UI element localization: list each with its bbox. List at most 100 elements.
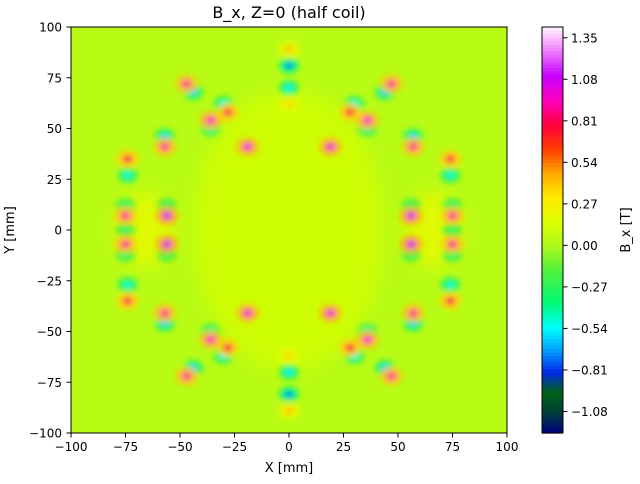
colorbar-segment xyxy=(542,219,563,224)
colorbar-segment xyxy=(542,50,563,55)
x-tick-label: −75 xyxy=(113,440,138,454)
colorbar-tick-label: 0.00 xyxy=(571,239,598,253)
colorbar-segment xyxy=(542,334,563,339)
cold-spot xyxy=(284,84,294,92)
colorbar-segment xyxy=(542,287,563,292)
colorbar: −1.08 −0.81 −0.54 −0.27 0.00 0.27 0.54 0.81 1.08… xyxy=(541,26,608,434)
colorbar-segment xyxy=(542,37,563,42)
cold-spot xyxy=(121,226,130,234)
hotspot xyxy=(325,309,336,318)
hotspot xyxy=(406,240,417,249)
hotspot xyxy=(242,309,253,318)
y-tick-label: −25 xyxy=(37,274,62,288)
colorbar-segment xyxy=(542,301,563,306)
colorbar-segment xyxy=(542,189,563,194)
colorbar-segment xyxy=(542,290,563,295)
colorbar-segment xyxy=(542,338,563,343)
colorbar-segment xyxy=(542,243,563,248)
colorbar-segment xyxy=(542,405,563,410)
colorbar-segment xyxy=(542,368,563,373)
colorbar-segment xyxy=(542,395,563,400)
colorbar-segment xyxy=(542,412,563,417)
colorbar-segment xyxy=(542,209,563,214)
colorbar-segment xyxy=(542,355,563,360)
y-axis: −100 −75 −50 −25 0 25 50 75 100 xyxy=(29,21,71,441)
colorbar-segment xyxy=(542,250,563,255)
colorbar-segment xyxy=(542,365,563,370)
hotspot xyxy=(122,154,133,163)
colorbar-segment xyxy=(542,230,563,234)
colorbar-segment xyxy=(542,206,563,211)
colorbar-segment xyxy=(542,267,563,272)
colorbar-segment xyxy=(542,182,563,187)
colorbar-tick-label: 0.54 xyxy=(571,156,598,170)
cold-spot xyxy=(445,281,455,289)
hotspot xyxy=(386,372,397,381)
colorbar-segment xyxy=(542,422,563,427)
cold-spot xyxy=(284,368,294,376)
hotspot xyxy=(181,79,192,88)
colorbar-segment xyxy=(542,375,563,380)
colorbar-segment xyxy=(542,311,563,316)
hotspot xyxy=(408,142,419,151)
hotspot xyxy=(445,297,456,306)
field-spots xyxy=(114,40,464,420)
hotspot xyxy=(205,335,216,344)
hotspot xyxy=(284,100,294,109)
hotspot xyxy=(122,297,133,306)
y-tick-label: −50 xyxy=(37,325,62,339)
colorbar-segment xyxy=(542,158,563,163)
hotspot xyxy=(159,309,170,318)
x-axis: −100 −75 −50 −25 0 25 50 75 100 xyxy=(55,433,519,454)
colorbar-segment xyxy=(542,202,563,207)
y-tick-label: 50 xyxy=(47,122,62,136)
colorbar-segment xyxy=(542,378,563,383)
hotspot xyxy=(325,142,336,151)
colorbar-segment xyxy=(542,30,563,35)
colorbar-segment xyxy=(542,135,563,140)
colorbar-segment xyxy=(542,186,563,190)
colorbar-tick-label: 1.08 xyxy=(571,73,598,87)
colorbar-segment xyxy=(542,351,563,356)
colorbar-segment xyxy=(542,172,563,177)
colorbar-segment xyxy=(542,297,563,302)
x-axis-label: X [mm] xyxy=(265,461,314,476)
colorbar-segment xyxy=(542,169,563,174)
colorbar-tick-label: 0.81 xyxy=(571,114,598,128)
colorbar-segment xyxy=(542,223,563,228)
hotspot xyxy=(161,211,172,220)
colorbar-segment xyxy=(542,40,563,45)
colorbar-segment xyxy=(542,118,563,123)
colorbar-segment xyxy=(542,263,563,268)
colorbar-segment xyxy=(542,165,563,170)
hotspot xyxy=(159,142,170,151)
colorbar-segment xyxy=(542,280,563,285)
colorbar-segment xyxy=(542,382,563,387)
colorbar-segment xyxy=(542,419,563,424)
colorbar-segment xyxy=(542,253,563,258)
colorbar-segment xyxy=(542,74,563,79)
colorbar-segment xyxy=(542,43,563,48)
colorbar-segment xyxy=(542,101,563,106)
colorbar-segment xyxy=(542,111,563,116)
colorbar-segment xyxy=(542,246,563,251)
colorbar-tick-label: −0.54 xyxy=(571,322,608,336)
colorbar-segment xyxy=(542,179,563,184)
colorbar-segment xyxy=(542,121,563,126)
hotspot xyxy=(362,335,373,344)
colorbar-segment xyxy=(542,426,563,431)
colorbar-segment xyxy=(542,64,563,69)
colorbar-tick-label: −0.27 xyxy=(571,280,608,294)
colorbar-tick-label: 0.27 xyxy=(571,197,598,211)
colorbar-segment xyxy=(542,84,563,89)
colorbar-tick-label: −0.81 xyxy=(571,363,608,377)
colorbar-segment xyxy=(542,98,563,103)
x-tick-label: −50 xyxy=(167,440,192,454)
x-tick-label: 100 xyxy=(496,440,519,454)
colorbar-frame xyxy=(541,26,564,434)
colorbar-tick-label: 1.35 xyxy=(571,31,598,45)
hotspot xyxy=(408,309,419,318)
hotspot xyxy=(406,211,417,220)
